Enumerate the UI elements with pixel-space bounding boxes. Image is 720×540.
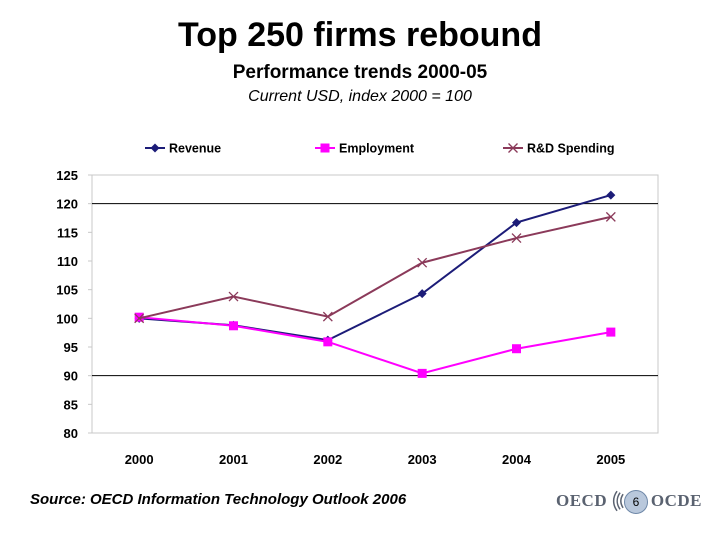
logo-text-right: OCDE [650,491,702,510]
y-tick-label: 95 [64,340,78,355]
data-point [229,321,238,331]
oecd-emblem-icon [613,490,624,512]
legend-label: Employment [339,142,415,156]
y-tick-label: 120 [56,197,78,212]
y-tick-label: 100 [56,311,78,326]
legend-label: Revenue [169,142,221,156]
series-line-2 [138,215,612,320]
data-point [134,313,145,324]
plot-frame [91,174,659,434]
logo-text-left: OECD [556,491,608,510]
x-tick-label: 2002 [313,452,342,467]
legend-marker [150,143,160,153]
x-tick-label: 2003 [408,452,437,467]
data-point [323,337,333,347]
y-tick-label: 85 [64,397,78,412]
legend-marker [320,143,330,153]
y-tick-label: 115 [57,225,78,240]
data-point [512,218,521,228]
x-tick-label: 2000 [125,452,154,467]
y-tick-label: 90 [64,369,78,384]
x-tick-label: 2001 [219,452,248,467]
source-note: Source: OECD Information Technology Outl… [30,491,407,508]
index-note: Current USD, index 2000 = 100 [248,88,472,105]
data-point [605,211,616,222]
page-subtitle: Performance trends 2000-05 [232,62,488,83]
data-point [511,233,522,244]
oecd-logo: OECD OCDE [556,484,702,518]
data-point [228,291,239,302]
data-point [512,344,521,354]
series-line-1 [139,316,612,375]
page-number-badge: 6 [624,490,648,514]
y-tick-label: 110 [57,254,78,269]
data-point [606,327,616,337]
y-tick-label: 80 [64,426,78,441]
data-point [134,312,144,322]
data-point [417,289,427,299]
x-tick-label: 2005 [596,452,625,467]
series-line-0 [139,194,612,342]
data-point [606,190,616,200]
page-title: Top 250 firms rebound [178,16,542,54]
y-tick-label: 105 [56,283,78,298]
line-chart: 80 85 90 95 100 105 110 115 120 125 2000 2001 2002 20… [56,142,659,467]
data-point [417,368,427,378]
data-point [322,311,333,322]
x-tick-label: 2004 [502,452,532,467]
data-point [417,257,428,268]
legend-label: R&D Spending [527,142,615,156]
legend-marker [508,143,518,153]
y-tick-label: 125 [56,168,78,183]
